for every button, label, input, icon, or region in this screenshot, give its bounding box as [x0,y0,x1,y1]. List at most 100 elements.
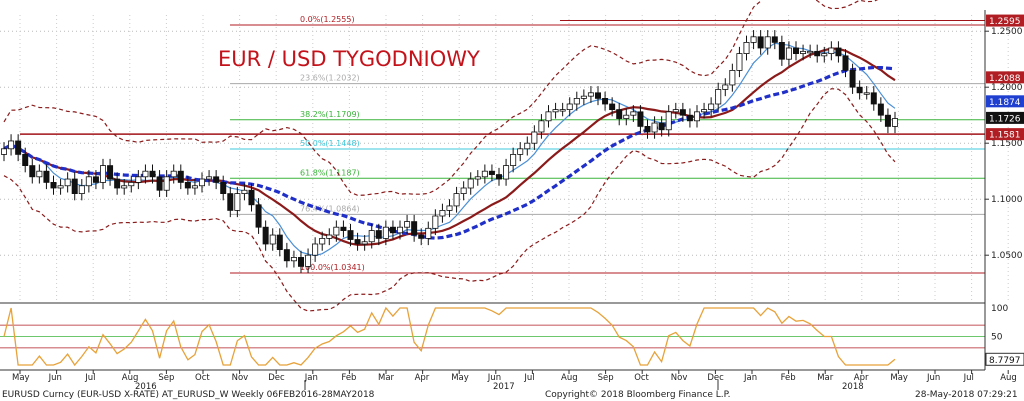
candle-body [8,140,15,150]
candle-body [107,165,114,180]
x-tick-label: Nov [232,373,249,383]
candle-body [269,234,276,245]
candle-body [637,111,644,127]
candle-body [495,174,502,180]
candle-body [467,178,474,189]
candle-body [595,92,602,99]
candle-body [241,189,248,195]
candle-body [602,98,609,105]
candle-body [524,142,531,150]
candle-body [50,181,57,189]
candle-body [198,178,205,187]
x-tick-label: Jul [84,373,95,383]
candle-body [100,165,107,183]
candle-body [793,47,800,54]
candle-body [340,226,347,231]
price-badge [986,111,1024,124]
footer-left: EURUSD Curncy (EUR-USD X-RATE) AT_EURUSD… [2,390,375,400]
candle-body [835,47,842,57]
x-tick-label: May [12,373,30,383]
candle-body [587,92,594,97]
candle-body [43,170,50,183]
candle-body [814,50,821,57]
candle-body [828,47,835,54]
candle-body [510,153,517,166]
candle-body [566,103,573,110]
candle-body [255,204,262,228]
candle-body [488,170,495,175]
x-tick-label: Mar [817,373,834,383]
x-tick-label: Jun [48,373,62,383]
candle-body [715,89,722,105]
candle-body [679,109,686,116]
candle-body [517,148,524,155]
candle-body [411,221,418,236]
x-tick-label: Jan [304,373,318,383]
candle-body [821,53,828,57]
candle-body [64,178,71,187]
price-badge [986,128,1024,141]
candle-body [757,36,764,49]
candle-body [149,170,156,178]
candle-body [778,42,785,60]
y-tick-label: 1.2500 [991,27,1023,37]
candle-body [333,226,340,236]
candle-body [305,254,312,267]
candle-body [623,114,630,119]
candle-body [22,153,29,166]
candle-body [92,176,99,183]
candle-body [290,257,297,262]
osc-badge-label: 8.7797 [989,356,1021,366]
candle-body [297,257,304,267]
candle-body [170,170,177,178]
candle-body [78,185,85,194]
candle-body [432,215,439,229]
candle-body [651,122,658,133]
x-tick-label: Apr [854,373,869,383]
candle-body [630,111,637,116]
candle-body [616,109,623,119]
x-tick-label: Aug [1000,373,1017,383]
candle-body [863,92,870,95]
candle-body [736,53,743,71]
candle-body [580,95,587,99]
price-badge-label: 1.1874 [989,98,1021,108]
axes: 1.2500 1.2000 1.1500 1.1000 1.0500 1.2595 1.20… [0,10,1024,392]
x-tick-label: Sep [598,373,614,383]
candle-body [418,234,425,239]
fib-label: 0.0%(1.2555) [300,15,355,24]
x-tick-label: Feb [341,373,356,383]
candle-body [0,148,7,155]
candle-body [396,226,403,234]
candle-body [743,42,750,55]
candle-body [57,185,64,189]
year-label: 2017 [493,382,515,392]
osc-tick-label: 100 [991,304,1008,314]
x-tick-label: Apr [415,373,430,383]
candle-body [474,176,481,180]
year-label: 2018 [842,382,864,392]
fib-label: 50.0%(1.1448) [300,139,360,148]
fibonacci-levels: 0.0%(1.2555) 23.6%(1.2032) 38.2%(1.1709) 50… [20,15,985,274]
candle-body [71,178,78,194]
price-badge-label: 1.1726 [989,114,1021,124]
candle-body [658,122,665,131]
candle-body [361,241,368,245]
candle-body [368,230,375,243]
fib-label: 100.0%(1.0341) [300,263,365,272]
candle-body [142,170,149,178]
candle-body [326,234,333,239]
candle-body [128,181,135,187]
x-tick-label: Feb [781,373,796,383]
candle-body [771,36,778,43]
candle-body [877,103,884,116]
candle-body [404,221,411,228]
candle-body [29,165,36,178]
candle-body [114,178,121,189]
candle-body [191,185,198,189]
osc-badge [985,352,1024,366]
footer-center: Copyright© 2018 Bloomberg Finance L.P. [545,390,730,400]
x-tick-label: Jun [487,373,501,383]
